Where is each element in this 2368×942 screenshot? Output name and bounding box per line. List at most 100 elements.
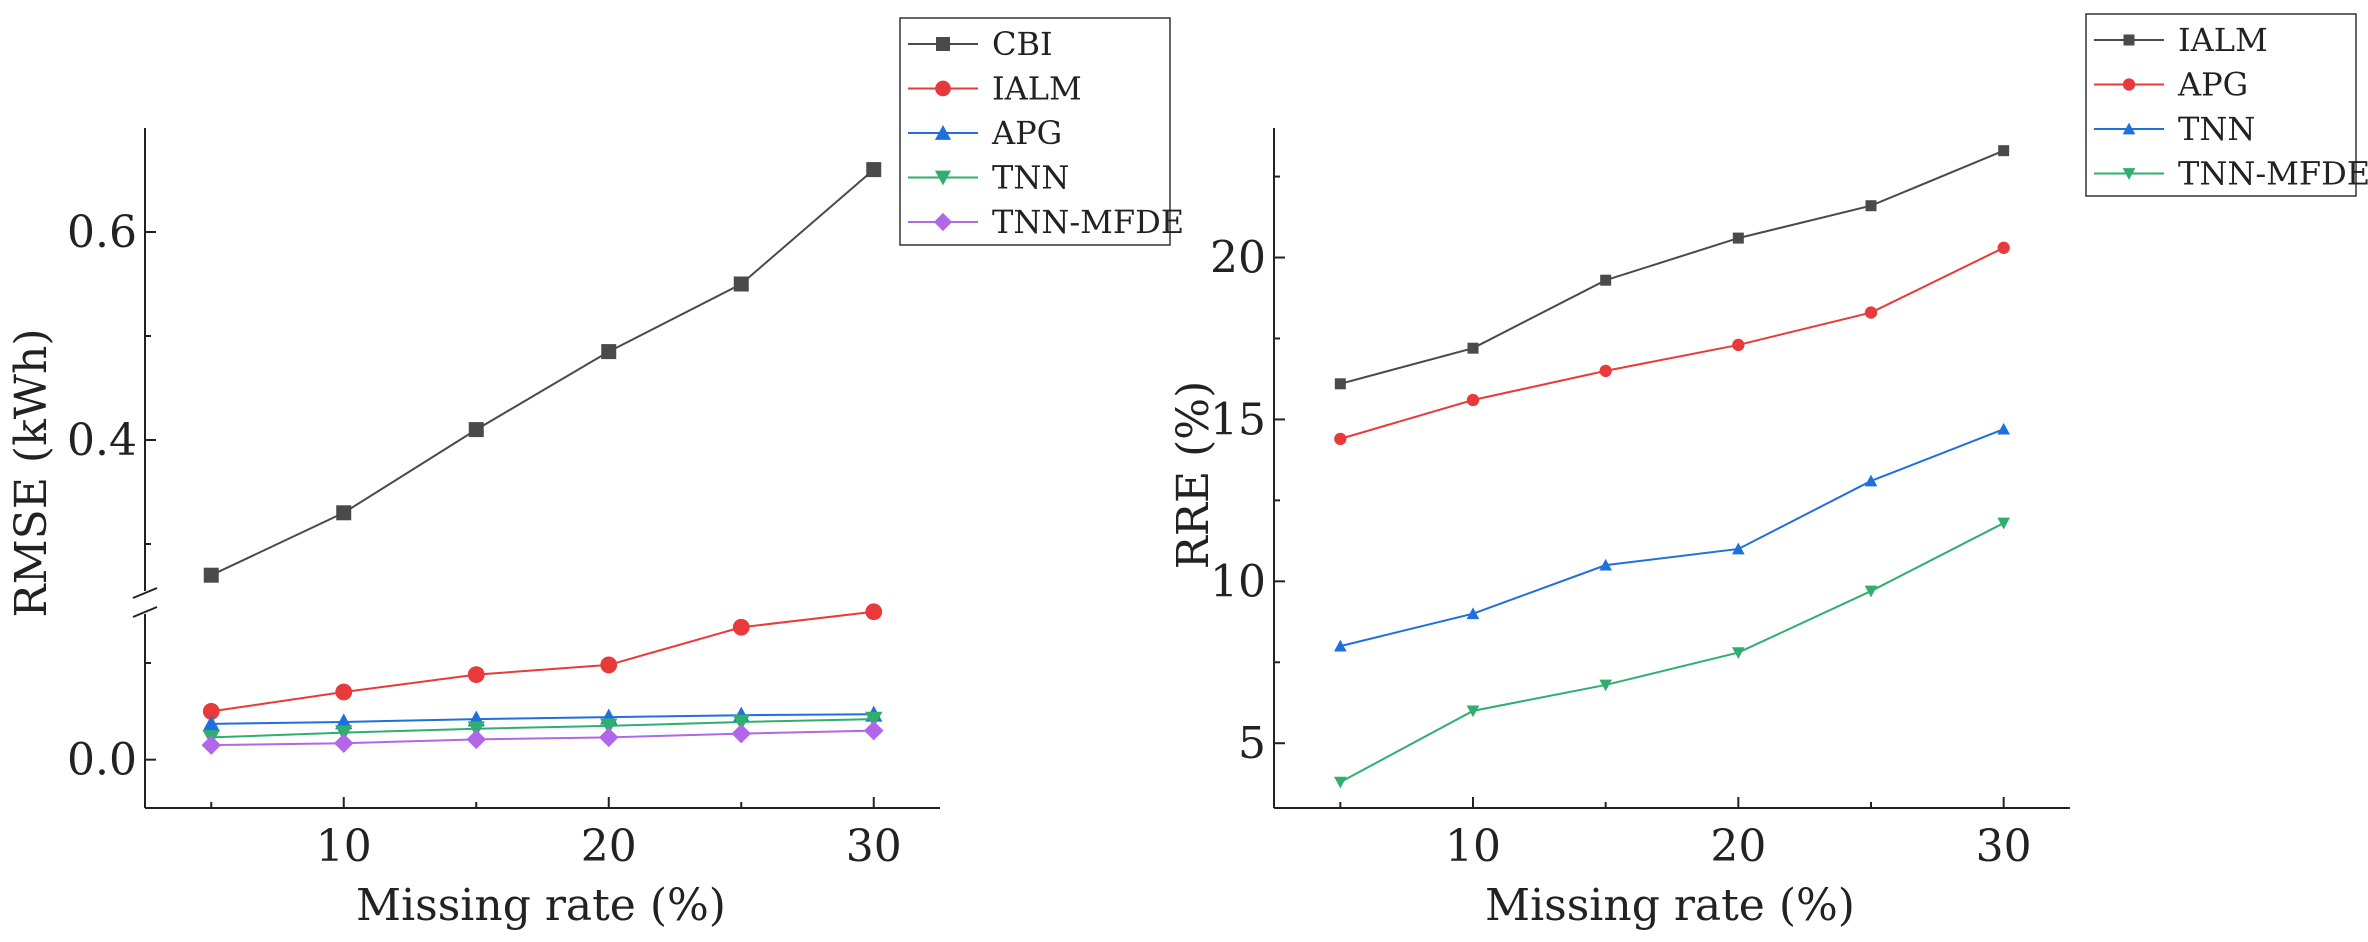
chart-rmse-y-axis-label: RMSE (kWh) <box>6 329 57 618</box>
rre-point-apg <box>1732 338 1745 352</box>
rmse-point-tnn-mfde <box>334 733 354 753</box>
rre-x-tick-label: 20 <box>1710 821 1766 872</box>
rmse-legend-item-apg: APG <box>908 114 1062 152</box>
rmse-legend-label-tnn-mfde: TNN-MFDE <box>992 203 1184 241</box>
rmse-point-tnn <box>600 718 618 735</box>
chart-rmse: 0.4 0.6 0.0 10 20 30 Missing rate (%) RMSE (k… <box>6 17 1184 931</box>
rmse-axis-break-mark-lower <box>132 606 158 618</box>
rmse-y-tick-label: 0.4 <box>67 415 137 466</box>
rmse-point-tnn <box>865 711 883 728</box>
rre-y-tick-label: 5 <box>1238 718 1266 769</box>
rmse-legend-label-ialm: IALM <box>992 70 1082 108</box>
rmse-legend-item-tnn: TNN <box>908 159 1069 197</box>
rmse-point-cbi <box>601 344 617 360</box>
rmse-series-line-tnn-mfde <box>211 729 874 747</box>
rmse-series-ialm <box>202 603 883 720</box>
rmse-point-cbi <box>203 567 219 583</box>
rre-series-line-ialm <box>1340 149 2005 385</box>
rre-point-apg <box>1466 393 1480 407</box>
rmse-legend-label-cbi: CBI <box>992 25 1053 63</box>
rre-series-tnn <box>1334 422 2010 652</box>
rre-series-ialm <box>1334 145 2010 390</box>
rmse-point-tnn-mfde <box>599 727 619 748</box>
rmse-series-tnn-mfde <box>201 720 884 755</box>
rmse-series-cbi <box>203 162 882 583</box>
chart-rmse-x-axis-label: Missing rate (%) <box>356 880 726 931</box>
rmse-series-line-ialm <box>211 610 874 713</box>
rmse-point-tnn <box>467 721 485 738</box>
rre-y-tick-label: 10 <box>1210 556 1266 607</box>
rre-point-tnn <box>1599 558 1612 571</box>
rre-series-line-tnn <box>1340 428 2005 648</box>
rmse-legend-marker-apg <box>934 124 952 140</box>
rre-legend-item-ialm: IALM <box>2094 21 2268 59</box>
rmse-point-cbi <box>468 422 484 438</box>
rre-legend-label-apg: APG <box>2177 66 2248 104</box>
rmse-legend-item-tnn-mfde: TNN-MFDE <box>908 203 1184 241</box>
rre-point-tnn-mfde <box>1334 776 1347 789</box>
rre-y-tick-label: 15 <box>1210 394 1266 445</box>
chart-rmse-series <box>201 162 884 755</box>
chart-rre-x-axis-label: Missing rate (%) <box>1485 880 1855 931</box>
rmse-legend-frame <box>899 17 1171 246</box>
rre-point-apg <box>1997 241 2010 254</box>
chart-rre-series <box>1334 145 2010 789</box>
rre-series-line-apg <box>1340 246 2005 440</box>
rmse-point-cbi <box>336 505 352 521</box>
rre-point-ialm <box>1732 232 1744 244</box>
rmse-series-line-cbi <box>210 168 875 577</box>
rre-x-tick-label: 30 <box>1976 821 2032 872</box>
rmse-series-tnn <box>202 711 883 747</box>
rmse-series-line-tnn <box>211 718 874 739</box>
rre-point-apg <box>1864 306 1878 319</box>
rmse-point-ialm <box>732 618 750 636</box>
rmse-legend-item-ialm: IALM <box>908 70 1082 108</box>
rmse-axis-break-mark-upper <box>132 587 158 599</box>
rre-x-tick-label: 10 <box>1445 821 1501 872</box>
rre-point-tnn <box>1466 607 1480 620</box>
rmse-point-tnn <box>335 725 353 742</box>
rre-point-ialm <box>1334 378 1346 390</box>
rmse-point-tnn-mfde <box>731 723 751 744</box>
rre-series-tnn-mfde <box>1334 517 2010 789</box>
chart-rre: 5 10 15 20 10 20 30 Missing rate (%) RRE (%) I… <box>1168 13 2368 931</box>
rmse-point-ialm <box>865 603 883 621</box>
rmse-legend-marker-cbi <box>936 37 950 51</box>
rre-legend-item-apg: APG <box>2094 66 2248 104</box>
rmse-point-ialm <box>600 656 618 674</box>
rmse-legend-marker-tnn-mfde <box>933 212 953 232</box>
rmse-point-cbi <box>733 276 749 292</box>
rmse-point-ialm <box>467 666 485 683</box>
rmse-point-apg <box>202 715 220 732</box>
rmse-legend-marker-ialm <box>935 80 951 97</box>
chart-rre-axes: 5 10 15 20 10 20 30 <box>1210 128 2070 872</box>
rre-series-line-tnn-mfde <box>1339 522 2005 783</box>
rre-point-apg <box>1334 432 1347 446</box>
rre-point-tnn-mfde <box>1997 517 2010 530</box>
rre-legend-marker-tnn <box>2122 122 2136 135</box>
rre-legend-marker-tnn-mfde <box>2122 168 2136 180</box>
rre-point-ialm <box>1467 342 1479 354</box>
rre-point-ialm <box>1600 274 1612 286</box>
rmse-x-tick-label: 30 <box>846 821 902 872</box>
rmse-y-tick-label: 0.6 <box>67 207 137 258</box>
chart-rre-legend: IALM APG TNN TNN-MFDE <box>2085 13 2368 197</box>
rre-series-apg <box>1334 241 2010 446</box>
rmse-point-tnn <box>732 714 750 731</box>
rre-point-tnn <box>1732 542 1745 555</box>
rmse-point-tnn-mfde <box>864 720 884 741</box>
rre-point-tnn-mfde <box>1864 585 1878 598</box>
rre-legend-label-tnn-mfde: TNN-MFDE <box>2178 155 2368 193</box>
rre-legend-label-ialm: IALM <box>2178 21 2268 59</box>
rre-point-tnn <box>1864 474 1878 487</box>
rmse-point-cbi <box>866 162 882 178</box>
rre-point-ialm <box>1998 145 2010 157</box>
rmse-legend-marker-tnn <box>934 170 952 186</box>
rmse-point-tnn-mfde <box>201 735 221 755</box>
rmse-y-tick-label: 0.0 <box>67 735 137 786</box>
rre-point-tnn <box>1997 422 2010 435</box>
rmse-legend-item-cbi: CBI <box>908 25 1053 63</box>
rre-legend-label-tnn: TNN <box>2178 110 2255 148</box>
rmse-legend-label-tnn: TNN <box>992 159 1069 197</box>
